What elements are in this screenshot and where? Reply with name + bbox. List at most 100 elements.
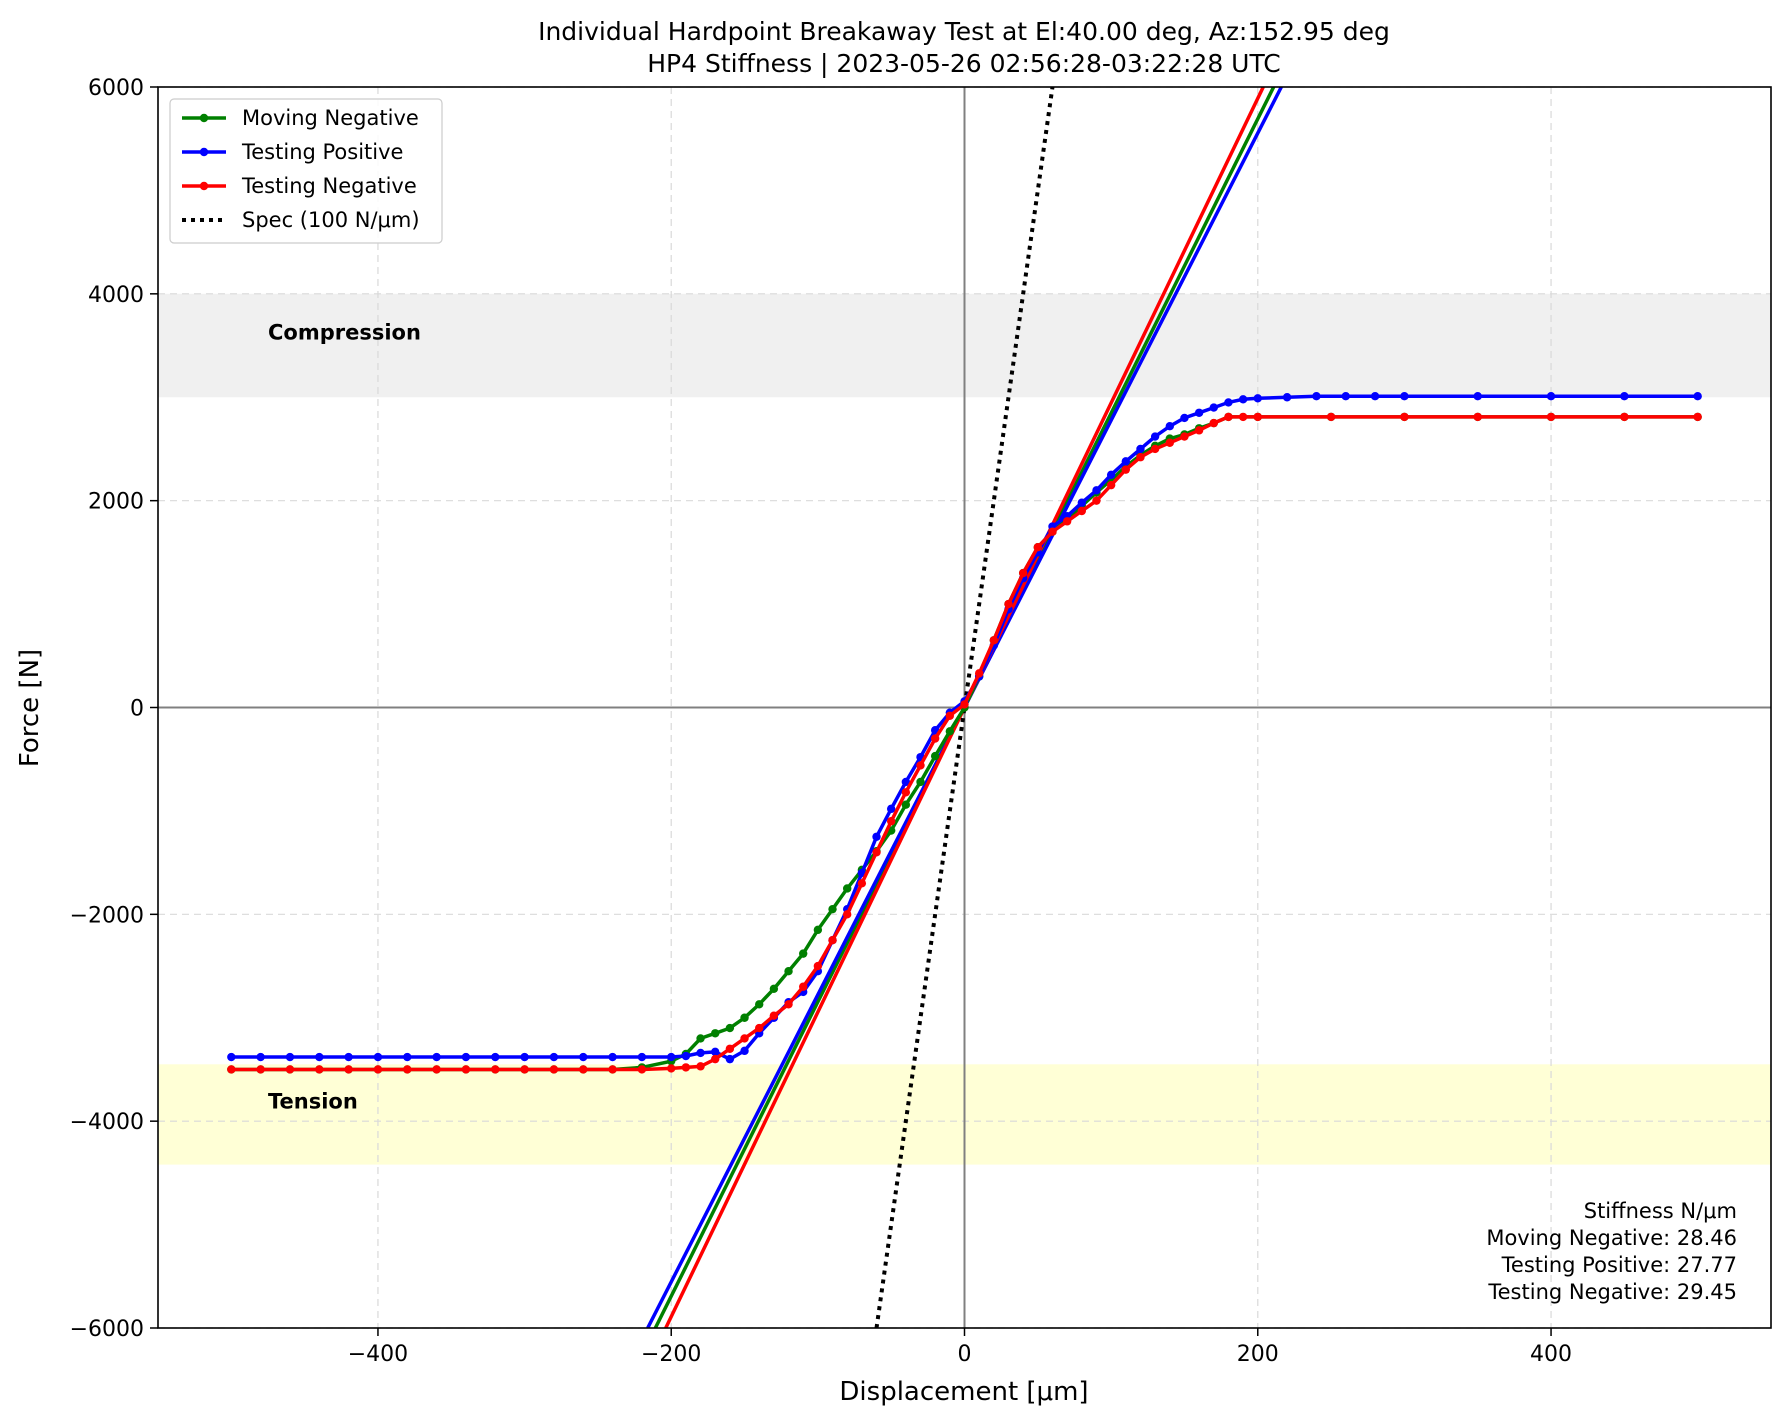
data-point xyxy=(227,1052,236,1062)
y-tick-label: 0 xyxy=(130,697,144,722)
legend-label: Testing Negative xyxy=(241,174,417,198)
data-point xyxy=(945,727,955,736)
data-point xyxy=(227,1065,236,1074)
data-point xyxy=(1253,394,1262,403)
data-point xyxy=(403,1065,412,1074)
data-point xyxy=(432,1065,441,1074)
data-point xyxy=(886,804,896,814)
data-point xyxy=(637,1052,647,1062)
x-tick-label: −400 xyxy=(348,1342,408,1367)
data-point xyxy=(1092,496,1101,505)
x-tick-label: 200 xyxy=(1237,1342,1279,1367)
y-tick-label: −2000 xyxy=(70,903,144,928)
data-point xyxy=(842,884,852,893)
data-point xyxy=(769,984,779,993)
chart-title: Individual Hardpoint Breakaway Test at E… xyxy=(538,17,1390,46)
data-point xyxy=(667,1052,676,1062)
data-point xyxy=(1180,432,1189,441)
data-point xyxy=(930,751,940,761)
data-point xyxy=(256,1065,265,1074)
legend-label: Moving Negative xyxy=(242,106,419,130)
data-point xyxy=(696,1062,705,1071)
data-point xyxy=(1238,412,1248,422)
data-point xyxy=(901,800,911,809)
data-point xyxy=(285,1065,295,1074)
band-label-tension: Tension xyxy=(268,1089,358,1113)
data-point xyxy=(1062,517,1072,526)
band-labels: Compression Tension xyxy=(268,321,421,1114)
data-point xyxy=(315,1065,324,1074)
data-point xyxy=(681,1051,691,1061)
y-axis-ticks: −6000 −4000 −2000 0 2000 4000 6000 xyxy=(70,76,158,1342)
data-point xyxy=(901,777,911,787)
x-axis-ticks: −400 −200 0 200 400 xyxy=(348,1328,1572,1367)
stiffness-annotation: Stiffness N/μm Moving Negative: 28.46 Test… xyxy=(1486,1199,1737,1304)
data-point xyxy=(667,1064,676,1073)
y-tick-label: 2000 xyxy=(88,490,144,515)
data-point xyxy=(1224,412,1233,422)
data-point xyxy=(1077,498,1087,507)
data-point xyxy=(373,1052,383,1062)
data-point xyxy=(725,1023,735,1033)
chart-subtitle: HP4 Stiffness | 2023-05-26 02:56:28-03:2… xyxy=(647,49,1280,78)
x-tick-label: 400 xyxy=(1530,1342,1572,1367)
data-point xyxy=(1326,412,1336,422)
data-point xyxy=(1620,412,1629,422)
data-point xyxy=(1341,392,1350,401)
data-point xyxy=(916,761,925,770)
data-point xyxy=(1194,408,1204,417)
data-point xyxy=(1136,444,1145,454)
y-tick-label: 6000 xyxy=(88,76,144,101)
data-point xyxy=(886,817,896,826)
data-point xyxy=(842,910,852,919)
data-point xyxy=(740,1013,749,1022)
data-point xyxy=(1546,412,1556,422)
data-point xyxy=(1312,392,1321,401)
x-tick-label: 0 xyxy=(958,1342,972,1367)
x-tick-label: −200 xyxy=(641,1342,701,1367)
data-point xyxy=(1282,393,1292,402)
data-point xyxy=(755,1023,764,1033)
legend-item-moving-negative: Moving Negative xyxy=(182,106,419,130)
series-testing-negative xyxy=(227,412,1702,1074)
data-point xyxy=(1693,392,1702,401)
data-point xyxy=(1209,418,1218,428)
data-point xyxy=(1165,422,1174,431)
data-point xyxy=(549,1065,559,1074)
data-point xyxy=(579,1065,588,1074)
data-point xyxy=(1077,506,1087,516)
data-point xyxy=(930,734,940,743)
data-point xyxy=(857,879,867,888)
data-point xyxy=(1004,599,1013,609)
annotation-heading: Stiffness N/μm xyxy=(1584,1199,1737,1223)
data-point xyxy=(1106,470,1116,480)
data-point xyxy=(711,1047,720,1057)
series-testing-positive xyxy=(227,392,1702,1064)
data-point xyxy=(1121,457,1131,466)
data-point xyxy=(491,1065,500,1074)
data-point xyxy=(1400,412,1409,422)
data-point xyxy=(1136,453,1145,462)
data-point xyxy=(1473,412,1482,422)
data-point xyxy=(1048,527,1057,536)
data-point xyxy=(1224,398,1233,407)
data-point xyxy=(549,1052,559,1062)
data-point xyxy=(1620,392,1629,401)
data-point xyxy=(828,935,837,945)
data-point xyxy=(1473,392,1482,401)
legend-item-testing-negative: Testing Negative xyxy=(182,174,417,198)
legend-marker xyxy=(199,147,209,157)
data-point xyxy=(344,1065,353,1074)
data-point xyxy=(784,967,793,976)
data-point xyxy=(696,1048,705,1058)
data-point xyxy=(916,777,925,787)
data-point xyxy=(755,1000,764,1009)
data-point xyxy=(989,636,999,645)
data-point xyxy=(461,1052,471,1062)
legend-marker xyxy=(199,113,209,123)
data-point xyxy=(403,1052,412,1062)
data-point xyxy=(285,1052,295,1062)
data-point xyxy=(681,1063,691,1072)
data-point xyxy=(256,1052,265,1062)
